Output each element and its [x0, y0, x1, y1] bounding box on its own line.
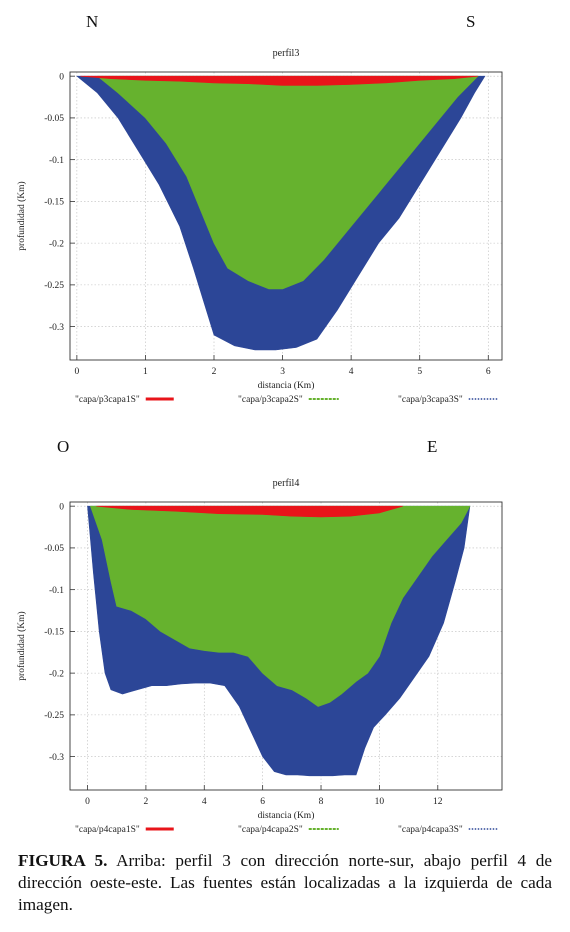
chart-title: perfil3 [273, 48, 300, 59]
y-tick-label: -0.15 [44, 198, 64, 208]
x-tick-label: 0 [85, 797, 90, 807]
profile-chart-perfil3: perfil3 0 -0.05 -0.1 -0.15 -0.2 -0.25 -0.3 0 1 2 3 4… [16, 48, 503, 405]
direction-label-south: S [466, 12, 476, 31]
y-tick-label: -0.15 [44, 628, 64, 638]
x-tick-label: 8 [319, 797, 324, 807]
legend-entry-label: "capa/p3capa2S" [238, 395, 303, 405]
x-tick-label: 4 [349, 367, 354, 377]
legend-entry-label: "capa/p4capa1S" [75, 825, 140, 835]
y-tick-label: -0.3 [49, 753, 64, 763]
y-tick-label: -0.3 [49, 323, 64, 333]
x-tick-label: 1 [143, 367, 148, 377]
y-tick-label: -0.2 [49, 239, 64, 249]
legend-entry-label: "capa/p3capa3S" [398, 395, 463, 405]
plot-frame [69, 71, 503, 361]
y-tick-label: 0 [59, 72, 64, 82]
figure-caption: FIGURA 5. Arriba: perfil 3 con dirección… [18, 850, 552, 916]
caption-label: FIGURA 5. [18, 851, 108, 870]
y-tick-label: -0.2 [49, 669, 64, 679]
x-tick-label: 12 [433, 797, 443, 807]
direction-label-west: O [57, 437, 70, 456]
x-tick-label: 6 [486, 367, 491, 377]
y-tick-label: -0.05 [44, 114, 64, 124]
y-tick-label: -0.25 [44, 711, 64, 721]
x-tick-label: 0 [74, 367, 79, 377]
y-axis-label: profundidad (Km) [16, 181, 27, 250]
y-tick-label: -0.1 [49, 156, 64, 166]
legend-entry-label: "capa/p3capa1S" [75, 395, 140, 405]
chart-title: perfil4 [273, 478, 300, 489]
legend-entry-label: "capa/p4capa2S" [238, 825, 303, 835]
x-tick-label: 3 [280, 367, 285, 377]
legend-entry-label: "capa/p4capa3S" [398, 825, 463, 835]
x-axis-label: distancia (Km) [258, 810, 315, 821]
x-tick-label: 10 [375, 797, 385, 807]
y-axis-label: profundidad (Km) [16, 611, 27, 680]
y-tick-label: 0 [59, 502, 64, 512]
x-axis-label: distancia (Km) [258, 380, 315, 391]
y-tick-label: -0.05 [44, 544, 64, 554]
x-tick-label: 2 [144, 797, 149, 807]
direction-label-north: N [86, 12, 99, 31]
x-tick-label: 6 [260, 797, 265, 807]
layer-area-2 [89, 505, 471, 707]
layer-area-1 [96, 505, 403, 518]
profile-chart-perfil4: perfil4 0 -0.05 -0.1 -0.15 -0.2 -0.25 -0.3 0 2 4 6 8… [16, 478, 503, 835]
direction-label-east: E [427, 437, 438, 456]
x-tick-label: 2 [212, 367, 217, 377]
y-tick-label: -0.1 [49, 586, 64, 596]
x-tick-label: 4 [202, 797, 207, 807]
layer-area-2 [96, 75, 479, 290]
caption-text: Arriba: perfil 3 con dirección norte-sur… [18, 851, 552, 914]
plot-frame [69, 501, 503, 791]
y-tick-label: -0.25 [44, 281, 64, 291]
x-tick-label: 5 [417, 367, 422, 377]
layer-area-1 [80, 75, 479, 86]
